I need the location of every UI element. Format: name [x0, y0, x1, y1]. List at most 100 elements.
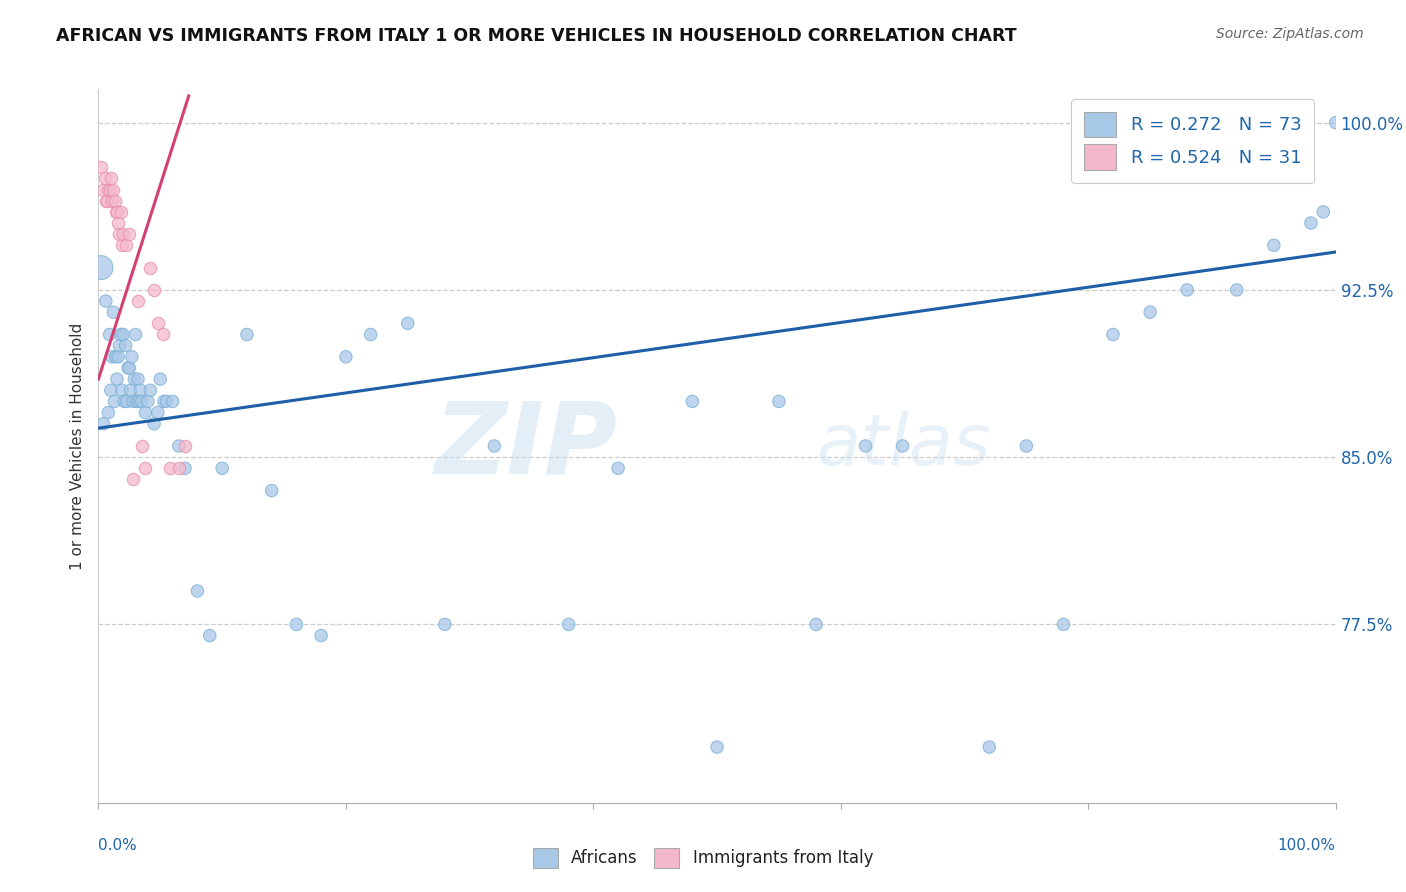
Legend: R = 0.272   N = 73, R = 0.524   N = 31: R = 0.272 N = 73, R = 0.524 N = 31	[1071, 99, 1315, 183]
Point	[706, 739, 728, 754]
Point	[110, 204, 132, 219]
Point	[129, 383, 152, 397]
Point	[891, 439, 914, 453]
Point	[125, 394, 148, 409]
Point	[1263, 238, 1285, 252]
Point	[174, 439, 197, 453]
Point	[101, 194, 124, 208]
Point	[162, 394, 184, 409]
Point	[122, 472, 145, 486]
Point	[112, 394, 135, 409]
Point	[121, 350, 143, 364]
Point	[108, 338, 131, 352]
Text: 0.0%: 0.0%	[98, 838, 138, 854]
Point	[90, 160, 112, 174]
Point	[433, 617, 456, 632]
Point	[103, 182, 125, 196]
Point	[1324, 115, 1347, 129]
Point	[1139, 305, 1161, 319]
Point	[124, 327, 146, 342]
Point	[114, 238, 136, 252]
Point	[96, 194, 118, 208]
Point	[117, 360, 139, 375]
Point	[105, 204, 128, 219]
Point	[1299, 216, 1322, 230]
Point	[1015, 439, 1038, 453]
Point	[97, 405, 120, 419]
Point	[114, 338, 136, 352]
Point	[260, 483, 283, 498]
Point	[127, 293, 149, 308]
Point	[1226, 283, 1249, 297]
Point	[159, 461, 181, 475]
Point	[152, 327, 174, 342]
Text: 100.0%: 100.0%	[1278, 838, 1336, 854]
Point	[111, 238, 134, 252]
Point	[155, 394, 177, 409]
Point	[124, 372, 146, 386]
Point	[127, 372, 149, 386]
Point	[681, 394, 703, 409]
Point	[143, 283, 166, 297]
Point	[309, 628, 332, 642]
Point	[90, 260, 112, 275]
Point	[118, 360, 141, 375]
Point	[104, 204, 127, 219]
Point	[103, 194, 125, 208]
Y-axis label: 1 or more Vehicles in Household: 1 or more Vehicles in Household	[70, 322, 86, 570]
Point	[557, 617, 579, 632]
Point	[136, 394, 159, 409]
Point	[128, 394, 150, 409]
Point	[94, 194, 117, 208]
Point	[134, 405, 156, 419]
Point	[1052, 617, 1074, 632]
Point	[111, 383, 134, 397]
Point	[131, 394, 153, 409]
Text: atlas: atlas	[815, 411, 991, 481]
Point	[167, 461, 190, 475]
Point	[607, 461, 630, 475]
Point	[112, 327, 135, 342]
Point	[103, 394, 125, 409]
Point	[186, 583, 208, 598]
Point	[100, 383, 122, 397]
Legend: Africans, Immigrants from Italy: Africans, Immigrants from Italy	[526, 841, 880, 875]
Point	[211, 461, 233, 475]
Point	[143, 417, 166, 431]
Point	[93, 171, 115, 186]
Point	[1175, 283, 1198, 297]
Point	[108, 227, 131, 241]
Point	[98, 182, 121, 196]
Point	[122, 394, 145, 409]
Point	[110, 327, 132, 342]
Point	[93, 182, 115, 196]
Point	[131, 439, 153, 453]
Point	[149, 372, 172, 386]
Point	[153, 394, 176, 409]
Point	[112, 227, 135, 241]
Point	[484, 439, 506, 453]
Point	[236, 327, 259, 342]
Point	[107, 350, 129, 364]
Point	[139, 260, 162, 275]
Text: Source: ZipAtlas.com: Source: ZipAtlas.com	[1216, 27, 1364, 41]
Point	[335, 350, 357, 364]
Point	[1312, 204, 1334, 219]
Point	[146, 405, 169, 419]
Point	[198, 628, 221, 642]
Point	[115, 394, 138, 409]
Text: ZIP: ZIP	[434, 398, 619, 494]
Point	[120, 383, 142, 397]
Point	[103, 305, 125, 319]
Point	[855, 439, 877, 453]
Point	[105, 372, 128, 386]
Point	[94, 293, 117, 308]
Point	[174, 461, 197, 475]
Point	[804, 617, 827, 632]
Point	[139, 383, 162, 397]
Point	[98, 327, 121, 342]
Point	[396, 316, 419, 330]
Point	[146, 316, 169, 330]
Point	[1102, 327, 1125, 342]
Point	[101, 350, 124, 364]
